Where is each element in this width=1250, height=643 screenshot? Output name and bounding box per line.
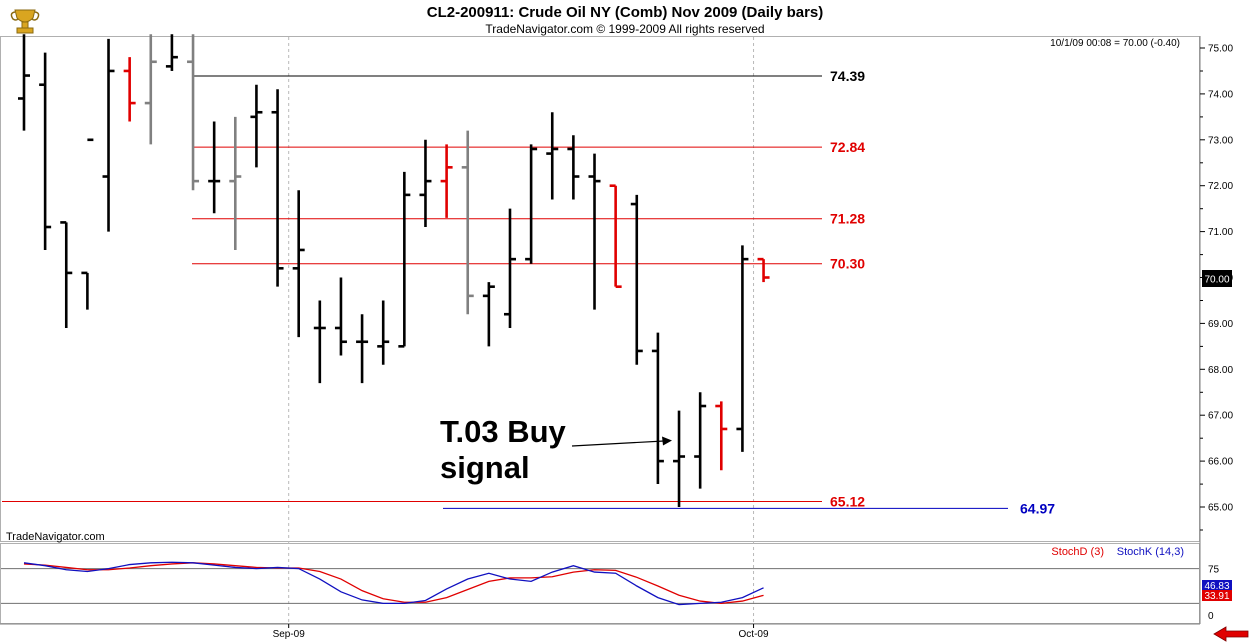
ohlc-bar bbox=[609, 184, 622, 288]
ohlc-bar bbox=[630, 194, 643, 365]
back-arrow-icon[interactable] bbox=[1213, 626, 1249, 642]
ohlc-bar bbox=[208, 121, 221, 214]
stoch-d-readout-box bbox=[1202, 590, 1232, 601]
ohlc-bar bbox=[715, 401, 728, 471]
level-label: 72.84 bbox=[830, 139, 865, 155]
last-bar-readout: 10/1/09 00:08 = 70.00 (-0.40) bbox=[1050, 38, 1180, 49]
level-label: 71.28 bbox=[830, 211, 865, 227]
ohlc-bar bbox=[144, 34, 157, 145]
date-axis: Sep-09 Oct-09 bbox=[273, 624, 769, 640]
price-tick-label: 74.00 bbox=[1208, 89, 1233, 100]
ohlc-bar bbox=[18, 34, 30, 131]
ohlc-bar bbox=[313, 300, 326, 384]
ohlc-bar bbox=[81, 138, 94, 310]
price-tick-label: 69.00 bbox=[1208, 319, 1233, 330]
stoch-k-readout: 46.83 bbox=[1204, 581, 1229, 592]
ohlc-bar bbox=[419, 139, 432, 228]
stoch-d-line bbox=[23, 562, 764, 605]
ohlc-bar bbox=[482, 282, 495, 347]
stoch-tick-label: 75 bbox=[1208, 565, 1220, 576]
buy-signal-annotation: T.03 Buy signal bbox=[440, 414, 672, 485]
price-tick-label: 65.00 bbox=[1208, 503, 1233, 514]
stoch-d-readout: 33.91 bbox=[1204, 591, 1229, 602]
ohlc-bar bbox=[461, 130, 474, 315]
level-label: 65.12 bbox=[830, 493, 865, 509]
copyright-notice: TradeNavigator.com © 1999-2009 All right… bbox=[485, 22, 764, 36]
annotation-arrow-line bbox=[571, 440, 665, 447]
last-price-tag bbox=[1202, 270, 1232, 287]
ohlc-bar bbox=[356, 314, 369, 384]
ohlc-bar bbox=[525, 144, 538, 264]
ohlc-bar bbox=[250, 84, 263, 168]
price-tick-label: 73.00 bbox=[1208, 135, 1233, 146]
stoch-d-legend: StochD (3) bbox=[1051, 546, 1104, 558]
ohlc-bar bbox=[588, 153, 601, 310]
annotation-arrow-head bbox=[662, 436, 672, 446]
ohlc-bar bbox=[694, 392, 707, 489]
stoch-k-readout-box bbox=[1202, 580, 1232, 591]
ohlc-bar bbox=[334, 277, 347, 356]
date-tick-label: Oct-09 bbox=[739, 629, 769, 640]
ohlc-bar bbox=[673, 410, 686, 507]
ohlc-bar bbox=[60, 221, 73, 328]
ohlc-bar bbox=[123, 57, 136, 122]
ohlc-bar bbox=[377, 300, 390, 365]
ohlc-bar bbox=[271, 89, 284, 287]
ohlc-bar bbox=[229, 116, 242, 250]
ohlc-bar bbox=[757, 257, 770, 283]
stoch-tick-label: 0 bbox=[1208, 611, 1214, 622]
ohlc-bar bbox=[398, 171, 411, 348]
watermark: TradeNavigator.com bbox=[6, 531, 105, 543]
ohlc-bar bbox=[440, 144, 453, 218]
ohlc-bar bbox=[651, 332, 664, 485]
ohlc-bar bbox=[546, 112, 559, 200]
price-tick-label: 72.00 bbox=[1208, 181, 1233, 192]
ohlc-bar bbox=[292, 190, 305, 338]
ohlc-bar bbox=[503, 208, 516, 328]
price-tick-label: 75.00 bbox=[1208, 44, 1233, 55]
annotation-line-2: signal bbox=[440, 450, 530, 485]
price-tick-label: 68.00 bbox=[1208, 365, 1233, 376]
ohlc-bar bbox=[567, 135, 580, 200]
logo-trophy-icon bbox=[10, 9, 40, 34]
level-label: 70.30 bbox=[830, 256, 865, 272]
price-tick-label: 67.00 bbox=[1208, 411, 1233, 422]
ohlc-bar bbox=[187, 34, 200, 191]
price-tick-label: 71.00 bbox=[1208, 227, 1233, 238]
price-axis: 75.00 74.00 73.00 72.00 71.00 70.00 69.00 68.00… bbox=[1200, 44, 1233, 531]
level-label: 64.97 bbox=[1020, 500, 1055, 516]
annotation-line-1: T.03 Buy bbox=[440, 414, 567, 449]
date-tick-label: Sep-09 bbox=[273, 629, 306, 640]
ohlc-bar bbox=[736, 245, 749, 452]
ohlc-bar bbox=[165, 34, 178, 71]
last-price-tag-text: 70.00 bbox=[1204, 275, 1229, 286]
level-label: 74.39 bbox=[830, 68, 865, 84]
stoch-lines bbox=[23, 561, 764, 606]
stoch-axis: 75 0 bbox=[1, 565, 1220, 622]
ohlc-bar bbox=[39, 52, 52, 250]
ohlc-bars bbox=[18, 34, 770, 507]
stoch-k-legend: StochK (14,3) bbox=[1117, 546, 1184, 558]
ohlc-bar bbox=[102, 38, 115, 232]
stoch-k-line bbox=[23, 561, 764, 606]
date-gridlines bbox=[288, 37, 755, 623]
support-resistance-levels: 74.39 72.84 71.28 70.30 65.12 64.97 bbox=[2, 68, 1055, 516]
price-tick-label: 66.00 bbox=[1208, 457, 1233, 468]
chart-title: CL2-200911: Crude Oil NY (Comb) Nov 2009… bbox=[427, 4, 824, 21]
